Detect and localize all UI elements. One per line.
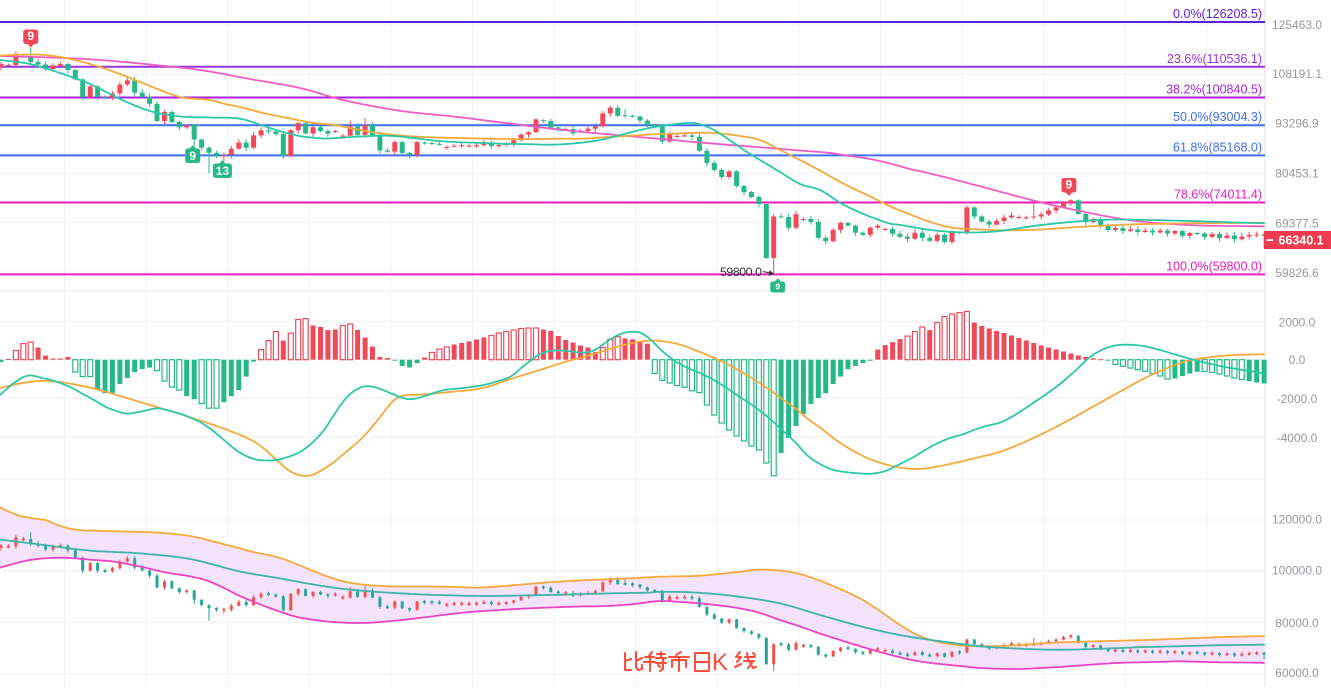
svg-text:13: 13 (216, 164, 230, 178)
svg-text:9: 9 (27, 29, 34, 43)
svg-text:59826.6: 59826.6 (1275, 266, 1319, 280)
svg-text:59800.0: 59800.0 (720, 265, 762, 279)
svg-text:-2000.0: -2000.0 (1277, 392, 1318, 406)
svg-text:69377.5: 69377.5 (1275, 217, 1319, 231)
svg-text:38.2%(100840.5): 38.2%(100840.5) (1166, 83, 1262, 97)
svg-text:61.8%(85168.0): 61.8%(85168.0) (1173, 140, 1262, 154)
svg-text:100.0%(59800.0): 100.0%(59800.0) (1166, 259, 1262, 273)
svg-text:50.0%(93004.3): 50.0%(93004.3) (1173, 110, 1262, 124)
svg-text:0.0: 0.0 (1289, 353, 1306, 367)
svg-text:78.6%(74011.4): 78.6%(74011.4) (1174, 188, 1262, 202)
svg-text:66340.1: 66340.1 (1278, 234, 1323, 248)
svg-text:100000.0: 100000.0 (1272, 564, 1322, 578)
svg-text:80000.0: 80000.0 (1275, 616, 1319, 630)
svg-text:2000.0: 2000.0 (1279, 316, 1316, 330)
svg-text:60000.0: 60000.0 (1275, 666, 1319, 680)
svg-text:K: K (712, 649, 728, 676)
svg-text:80453.1: 80453.1 (1275, 167, 1319, 181)
svg-text:0.0%(126208.5): 0.0%(126208.5) (1173, 7, 1262, 21)
svg-text:108191.1: 108191.1 (1272, 67, 1322, 81)
svg-text:9: 9 (1066, 178, 1073, 192)
svg-text:9: 9 (775, 282, 780, 292)
svg-text:120000.0: 120000.0 (1272, 513, 1322, 527)
svg-text:9: 9 (189, 149, 196, 163)
svg-text:125463.0: 125463.0 (1272, 18, 1322, 32)
svg-text:-4000.0: -4000.0 (1277, 431, 1318, 445)
svg-text:23.6%(110536.1): 23.6%(110536.1) (1167, 52, 1262, 66)
svg-text:93296.9: 93296.9 (1275, 117, 1319, 131)
